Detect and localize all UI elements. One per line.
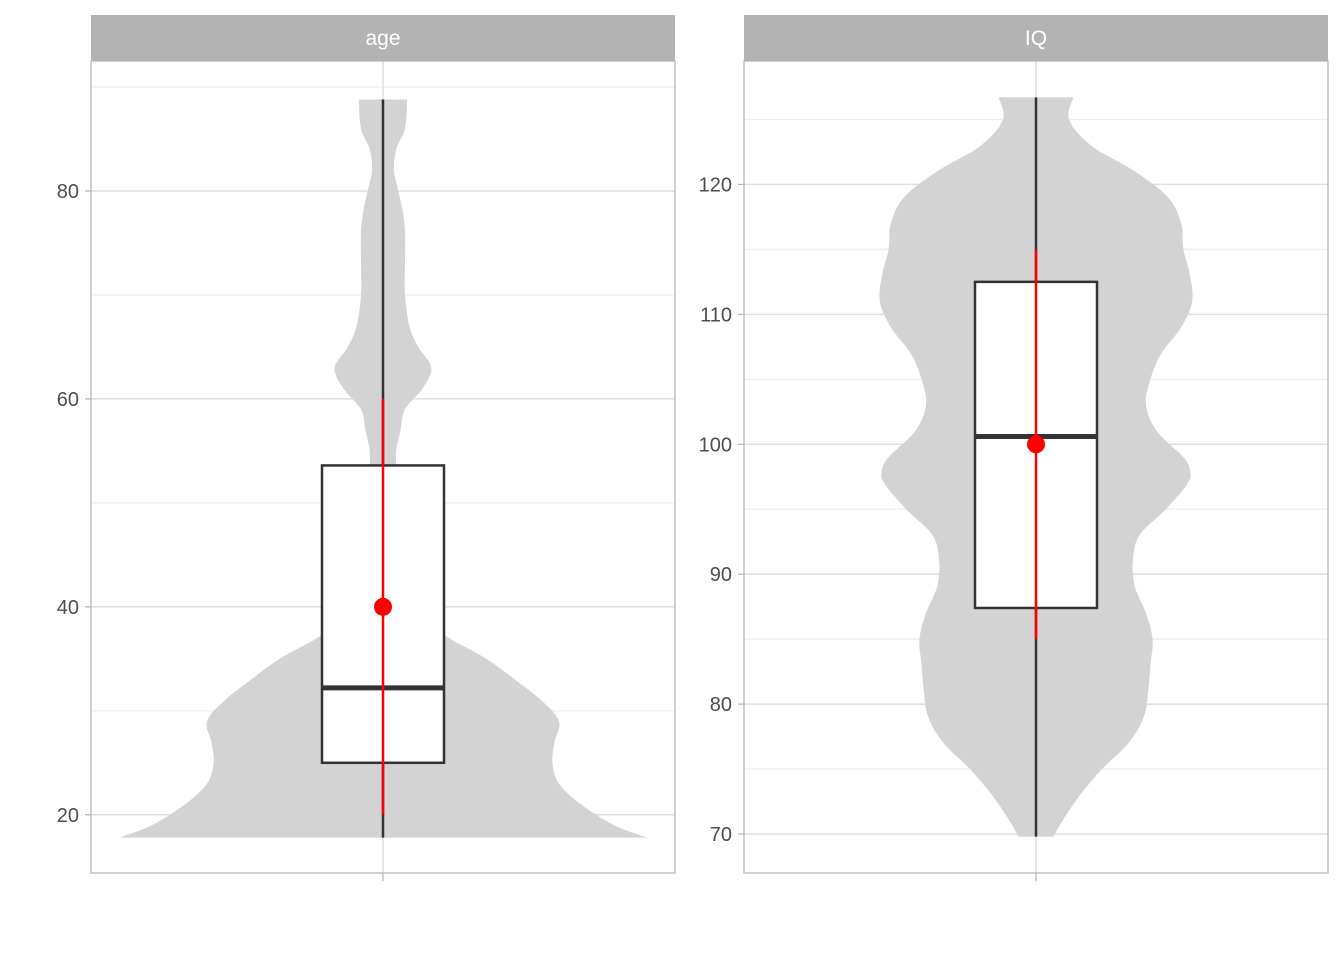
panel-iq-strip-label: IQ bbox=[1025, 27, 1047, 50]
panel-iq-y-tick-label: 100 bbox=[699, 434, 732, 456]
panel-iq-y-tick-label: 70 bbox=[710, 824, 732, 846]
panel-age-strip-label: age bbox=[365, 27, 400, 50]
panel-age-mean-point bbox=[374, 597, 392, 616]
panel-iq-mean-point bbox=[1027, 435, 1045, 454]
panel-iq-y-tick-label: 80 bbox=[710, 694, 732, 716]
panel-iq-strip bbox=[744, 15, 1328, 61]
panel-age-y-tick-label: 20 bbox=[57, 805, 79, 827]
panel-iq-y-tick-label: 120 bbox=[699, 174, 732, 196]
panel-iq-y-tick-label: 90 bbox=[710, 564, 732, 586]
panel-age-strip bbox=[91, 15, 675, 61]
panel-age-y-tick-label: 60 bbox=[57, 389, 79, 411]
panel-age-y-tick-label: 80 bbox=[57, 181, 79, 203]
panel-iq-y-tick-label: 110 bbox=[700, 304, 732, 326]
panel-age-y-tick-label: 40 bbox=[57, 597, 79, 619]
